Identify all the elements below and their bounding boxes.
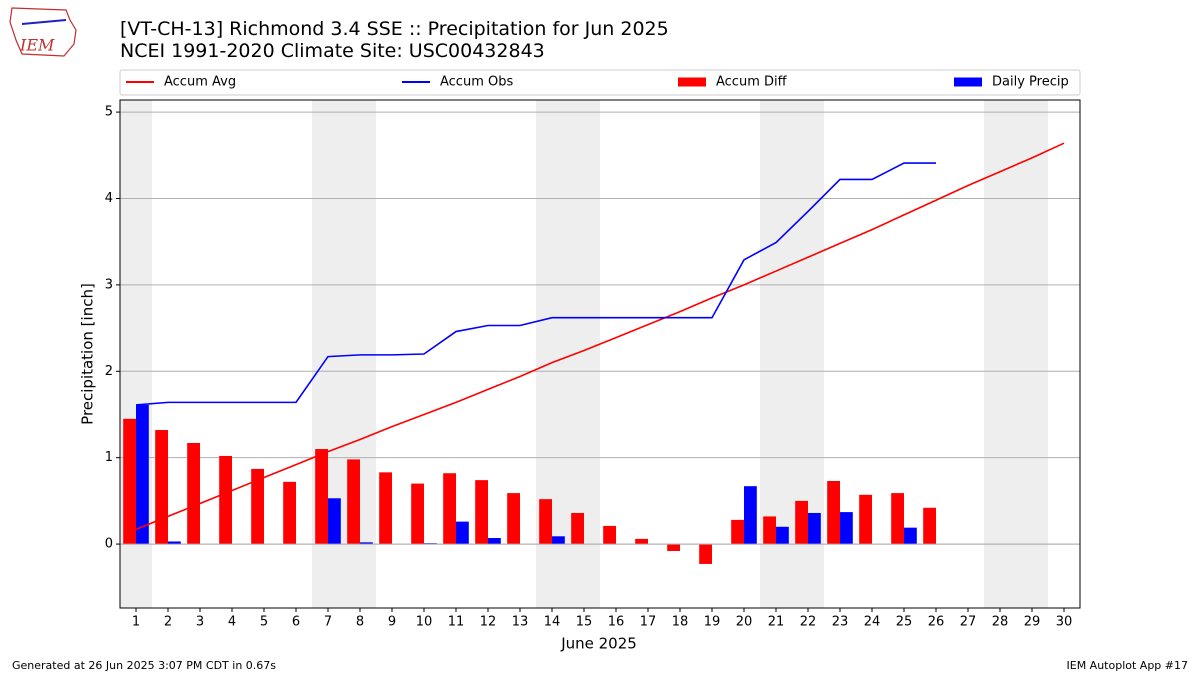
bar bbox=[187, 442, 200, 545]
bar bbox=[155, 430, 168, 545]
bar bbox=[283, 481, 296, 545]
bar bbox=[731, 519, 744, 545]
bar bbox=[475, 480, 488, 545]
logo-line bbox=[21, 19, 67, 25]
line bbox=[135, 142, 1065, 531]
bar bbox=[699, 544, 712, 564]
footer-right: IEM Autoplot App #17 bbox=[1067, 659, 1189, 672]
plot-frame bbox=[119, 99, 1081, 609]
bar bbox=[776, 526, 789, 545]
logo-text: IEM bbox=[19, 36, 55, 55]
x-tick-label: 13 bbox=[512, 615, 529, 630]
bar bbox=[379, 472, 392, 545]
y-tick-label: 1 bbox=[105, 450, 113, 465]
bar bbox=[456, 521, 469, 545]
x-axis-label: June 2025 bbox=[560, 635, 637, 653]
x-tick-label: 11 bbox=[448, 615, 465, 630]
x-tick-label: 23 bbox=[832, 615, 849, 630]
bar bbox=[923, 507, 936, 545]
bar bbox=[808, 512, 821, 545]
x-tick-label: 19 bbox=[704, 615, 721, 630]
bar bbox=[859, 494, 872, 545]
x-tick-label: 16 bbox=[608, 615, 625, 630]
bar bbox=[744, 486, 757, 545]
x-tick-label: 12 bbox=[480, 615, 497, 630]
bar bbox=[136, 404, 149, 545]
logo: IEM bbox=[9, 7, 77, 57]
footer-left: Generated at 26 Jun 2025 3:07 PM CDT in … bbox=[12, 659, 276, 672]
x-tick-label: 14 bbox=[544, 615, 561, 630]
bar bbox=[795, 500, 808, 545]
bar bbox=[347, 459, 360, 545]
bar bbox=[123, 418, 136, 545]
bar bbox=[840, 512, 853, 545]
bar bbox=[507, 493, 520, 545]
bar bbox=[315, 449, 328, 545]
y-tick-label: 3 bbox=[105, 277, 113, 292]
bar bbox=[411, 483, 424, 545]
bar bbox=[488, 538, 501, 545]
x-tick-label: 21 bbox=[768, 615, 785, 630]
legend-label: Accum Obs bbox=[440, 75, 513, 90]
x-tick-label: 8 bbox=[356, 615, 364, 630]
legend-label: Accum Diff bbox=[716, 75, 788, 90]
x-tick-label: 27 bbox=[960, 615, 977, 630]
y-axis-label: Precipitation [inch] bbox=[79, 283, 97, 425]
bar bbox=[763, 516, 776, 545]
x-tick-label: 29 bbox=[1024, 615, 1041, 630]
line bbox=[135, 162, 936, 406]
x-tick-label: 17 bbox=[640, 615, 657, 630]
x-tick-label: 7 bbox=[324, 615, 332, 630]
y-tick-label: 4 bbox=[105, 191, 113, 206]
weekend-shade bbox=[984, 100, 1048, 608]
x-tick-label: 4 bbox=[228, 615, 236, 630]
bar bbox=[251, 468, 264, 545]
x-tick-label: 2 bbox=[164, 615, 172, 630]
bar bbox=[635, 538, 648, 545]
x-tick-label: 5 bbox=[260, 615, 268, 630]
legend-swatch bbox=[678, 77, 706, 87]
x-tick-label: 22 bbox=[800, 615, 817, 630]
y-tick-label: 2 bbox=[105, 364, 113, 379]
plot-area bbox=[120, 100, 1080, 608]
x-tick-label: 15 bbox=[576, 615, 593, 630]
bar bbox=[571, 512, 584, 545]
bar bbox=[328, 498, 341, 545]
x-tick-label: 6 bbox=[292, 615, 300, 630]
y-tick-label: 5 bbox=[105, 105, 113, 120]
legend-label: Daily Precip bbox=[992, 75, 1069, 90]
x-tick-label: 26 bbox=[928, 615, 945, 630]
x-tick-label: 24 bbox=[864, 615, 881, 630]
x-tick-label: 1 bbox=[132, 615, 140, 630]
y-tick-label: 0 bbox=[105, 537, 113, 552]
x-tick-label: 20 bbox=[736, 615, 753, 630]
bar bbox=[168, 541, 181, 545]
x-tick-label: 3 bbox=[196, 615, 204, 630]
x-tick-label: 18 bbox=[672, 615, 689, 630]
bar bbox=[904, 527, 917, 545]
legend-box bbox=[119, 69, 1081, 96]
legend-swatch bbox=[954, 77, 982, 87]
x-tick-label: 28 bbox=[992, 615, 1009, 630]
bar bbox=[552, 536, 565, 545]
bar bbox=[539, 499, 552, 545]
bar bbox=[443, 473, 456, 545]
chart-title: [VT-CH-13] Richmond 3.4 SSE :: Precipita… bbox=[120, 18, 669, 40]
x-tick-label: 10 bbox=[416, 615, 433, 630]
legend-label: Accum Avg bbox=[164, 75, 236, 90]
x-tick-label: 25 bbox=[896, 615, 913, 630]
bar bbox=[360, 542, 373, 545]
bar bbox=[667, 544, 680, 551]
bar bbox=[891, 493, 904, 545]
bar bbox=[827, 481, 840, 545]
x-tick-label: 30 bbox=[1056, 615, 1073, 630]
chart-subtitle: NCEI 1991-2020 Climate Site: USC00432843 bbox=[120, 40, 545, 62]
x-tick-label: 9 bbox=[388, 615, 396, 630]
bar bbox=[603, 525, 616, 545]
bar bbox=[219, 455, 232, 545]
